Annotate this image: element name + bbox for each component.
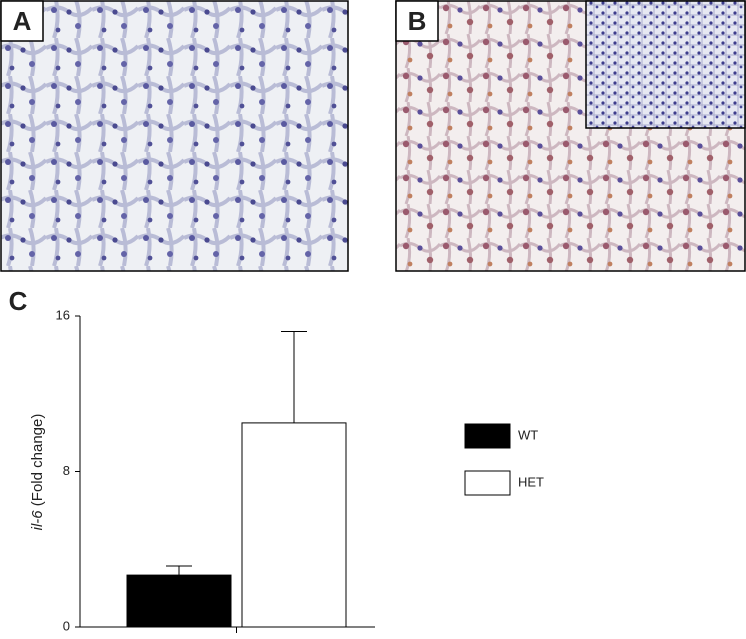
- bar: [241, 422, 347, 628]
- legend-swatch: [464, 423, 511, 449]
- label-box: [395, 0, 439, 42]
- y-tick-label: 0: [63, 618, 70, 633]
- error-bar: [166, 565, 192, 576]
- panel-label: B: [408, 6, 427, 36]
- legend-label: WT: [518, 427, 538, 442]
- y-label-part: (Fold change): [29, 414, 46, 507]
- panel-label: A: [13, 6, 32, 36]
- legend-swatch: [464, 470, 511, 496]
- panel-label: C: [9, 286, 28, 316]
- y-axis-label: il-6 (Fold change): [29, 414, 46, 531]
- y-tick-label: 16: [56, 307, 70, 322]
- error-bar: [281, 331, 307, 423]
- bar: [126, 574, 232, 628]
- micrograph-a: [0, 0, 349, 272]
- micrograph-inset: [585, 0, 746, 129]
- y-tick-label: 8: [63, 463, 70, 478]
- label-box: [0, 0, 44, 42]
- legend-label: HET: [518, 474, 544, 489]
- y-label-part: il-6: [29, 510, 46, 531]
